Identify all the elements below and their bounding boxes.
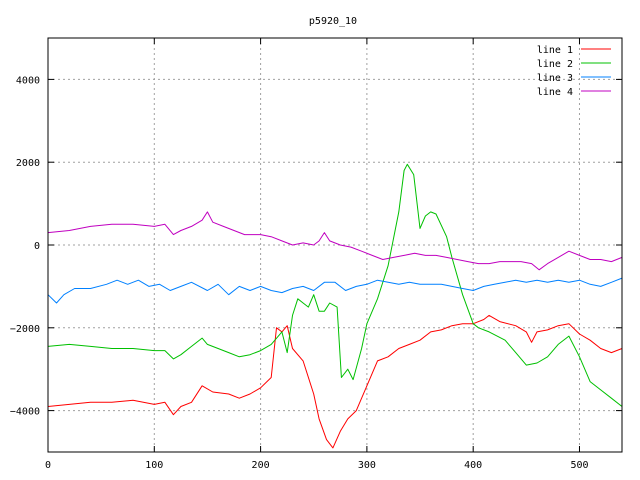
series-line-3	[47, 277, 623, 304]
legend-label: line 4	[537, 87, 573, 98]
grid-lines	[48, 38, 622, 452]
series-group	[47, 163, 623, 449]
legend: line 1 line 2 line 3 line 4	[537, 45, 611, 98]
legend-label: line 1	[537, 45, 573, 56]
legend-label: line 3	[537, 73, 573, 84]
series-line-4	[47, 211, 623, 271]
x-tick-label: 400	[464, 460, 482, 471]
y-tick-label: −2000	[10, 324, 40, 335]
y-tick-label: 4000	[16, 75, 40, 86]
x-tick-label: 500	[570, 460, 588, 471]
series-line-1	[47, 314, 623, 449]
x-tick-label: 300	[358, 460, 376, 471]
legend-label: line 2	[537, 59, 573, 70]
x-tick-label: 200	[252, 460, 270, 471]
y-tick-label: 2000	[16, 158, 40, 169]
y-tick-label: −4000	[10, 407, 40, 418]
x-tick-label: 100	[145, 460, 163, 471]
x-tick-label: 0	[45, 460, 51, 471]
axis-ticks: 0 100 200 300 400 500 4000 2000 0 −2000 −4000	[10, 38, 622, 471]
y-tick-label: 0	[34, 241, 40, 252]
chart-title: p5920_10	[309, 16, 357, 27]
series-line-2	[47, 163, 623, 407]
